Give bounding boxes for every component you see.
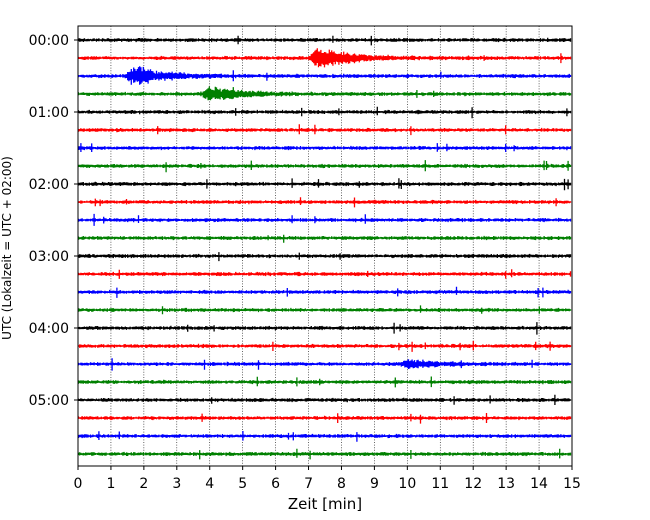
x-tick-label: 1 — [106, 476, 115, 492]
trace-0215 — [77, 197, 572, 208]
trace-0145 — [77, 160, 572, 173]
x-tick-label: 12 — [464, 476, 482, 492]
trace-0545 — [77, 448, 572, 460]
x-tick-label: 5 — [238, 476, 247, 492]
trace-0130 — [77, 143, 572, 152]
x-tick-label: 9 — [370, 476, 379, 492]
trace-0330 — [77, 286, 572, 298]
y-tick-label: 00:00 — [29, 33, 69, 49]
y-tick-label: 02:00 — [29, 177, 69, 193]
trace-0445 — [77, 376, 572, 388]
trace-0315 — [77, 269, 572, 279]
x-tick-label: 14 — [530, 476, 548, 492]
trace-0115 — [77, 124, 572, 136]
trace-0230 — [77, 213, 572, 226]
trace-0415 — [77, 340, 572, 352]
x-axis: 0 1 2 3 4 5 6 7 8 9 10 11 12 13 14 15 — [74, 466, 581, 492]
x-tick-label: 15 — [563, 476, 581, 492]
trace-0015 — [77, 48, 572, 68]
trace-0530 — [77, 431, 572, 442]
trace-0430 — [77, 358, 572, 371]
x-axis-label: Zeit [min] — [288, 495, 362, 513]
plot-frame — [77, 25, 573, 467]
trace-0200 — [77, 178, 572, 191]
y-axis-label: UTC (Lokalzeit = UTC + 02:00) — [0, 156, 14, 340]
x-tick-label: 4 — [205, 476, 214, 492]
x-tick-label: 11 — [431, 476, 449, 492]
y-axis: 00:00 01:00 02:00 03:00 04:00 05:00 — [29, 33, 78, 409]
x-tick-label: 13 — [497, 476, 515, 492]
trace-0100 — [77, 106, 572, 119]
y-tick-label: 04:00 — [29, 321, 69, 337]
trace-0045 — [77, 86, 572, 101]
seismic-traces — [77, 35, 572, 460]
trace-0345 — [77, 305, 572, 315]
x-tick-label: 3 — [172, 476, 181, 492]
x-tick-label: 6 — [271, 476, 280, 492]
x-tick-label: 2 — [139, 476, 148, 492]
trace-0400 — [77, 322, 572, 335]
trace-0030 — [77, 66, 572, 85]
y-tick-label: 03:00 — [29, 249, 69, 265]
x-tick-label: 10 — [398, 476, 416, 492]
trace-0500 — [77, 394, 572, 405]
trace-0000 — [77, 35, 572, 46]
y-tick-label: 01:00 — [29, 105, 69, 121]
trace-0300 — [77, 252, 572, 262]
trace-0515 — [77, 413, 572, 424]
trace-0245 — [77, 234, 572, 243]
x-tick-label: 7 — [304, 476, 313, 492]
y-tick-label: 05:00 — [29, 393, 69, 409]
x-tick-label: 0 — [74, 476, 83, 492]
x-tick-label: 8 — [337, 476, 346, 492]
